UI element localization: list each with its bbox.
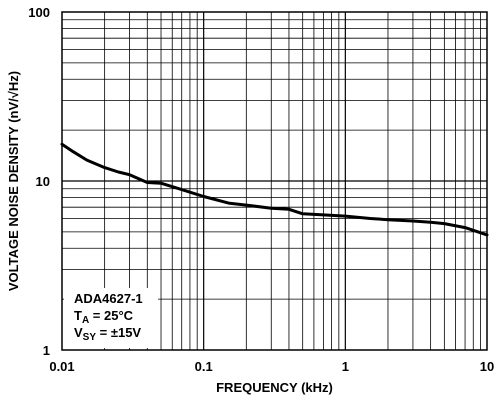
- temperature-label: TA = 25°C: [74, 308, 134, 326]
- x-tick-labels: 0.01 0.1 1 10: [49, 359, 494, 374]
- y-tick-label: 100: [28, 5, 50, 20]
- y-tick-label: 1: [43, 343, 50, 358]
- y-tick-label: 10: [36, 174, 50, 189]
- supply-symbol: V: [74, 325, 83, 340]
- y-tick-labels: 1 10 100: [28, 5, 50, 358]
- temperature-symbol: T: [74, 308, 82, 323]
- x-tick-label: 0.01: [49, 359, 74, 374]
- conditions-annotation: ADA4627-1 TA = 25°C VSY = ±15V: [64, 288, 158, 348]
- y-axis-title: VOLTAGE NOISE DENSITY (nV/√Hz): [6, 71, 21, 291]
- supply-value: = ±15V: [96, 325, 141, 340]
- x-axis-title: FREQUENCY (kHz): [216, 380, 333, 395]
- x-tick-label: 0.1: [195, 359, 213, 374]
- x-tick-label: 1: [342, 359, 349, 374]
- temperature-subscript: A: [82, 315, 89, 326]
- x-tick-label: 10: [480, 359, 494, 374]
- annotation-background: [64, 288, 158, 348]
- supply-label: VSY = ±15V: [74, 325, 141, 343]
- device-label: ADA4627-1: [74, 291, 143, 306]
- noise-curve: [60, 142, 489, 237]
- supply-subscript: SY: [83, 332, 97, 343]
- temperature-value: = 25°C: [89, 308, 133, 323]
- plot-frame: [61, 11, 488, 351]
- grid-lines: [62, 12, 487, 350]
